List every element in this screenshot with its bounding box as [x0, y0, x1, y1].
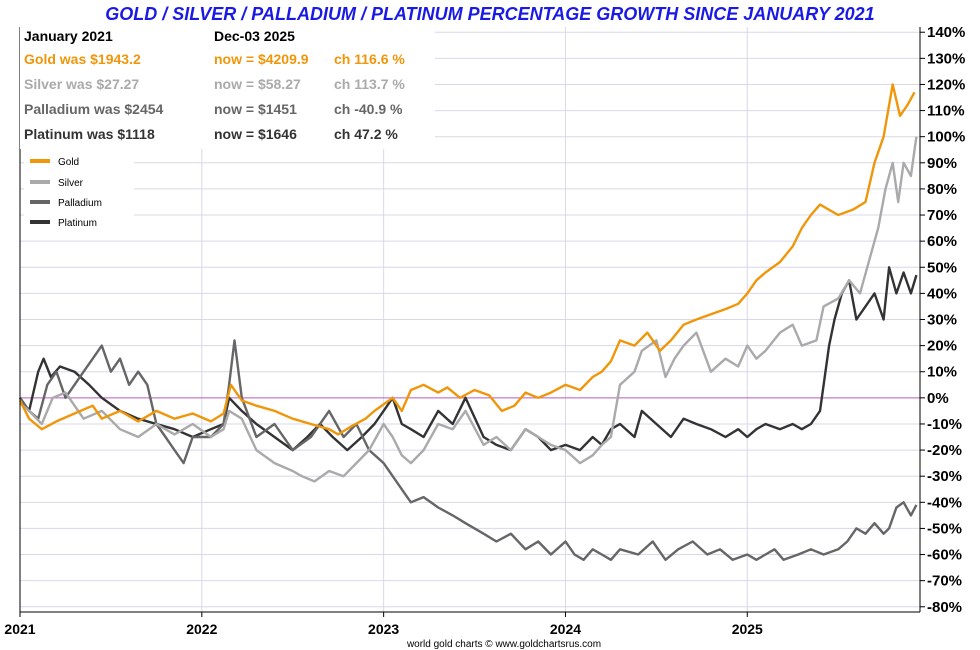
legend-bg [24, 152, 134, 232]
chart-title: GOLD / SILVER / PALLADIUM / PLATINUM PER… [105, 4, 874, 24]
info-box-bg-right [205, 27, 435, 149]
y-tick-label: 90% [927, 155, 957, 172]
palladium-now-text: now = $1451 [214, 101, 297, 117]
y-tick-label: 30% [927, 312, 957, 329]
legend: Gold Silver Palladium Platinum [24, 152, 134, 232]
y-tick-label: 120% [927, 76, 965, 93]
y-tick-label: 20% [927, 338, 957, 355]
x-tick-label: 2024 [550, 621, 581, 637]
grid [19, 27, 920, 612]
legend-platinum-label: Platinum [58, 218, 97, 229]
gold-change-text: ch 116.6 % [334, 51, 405, 67]
y-tick-label: -30% [927, 468, 962, 485]
y-tick-label: 70% [927, 207, 957, 224]
y-tick-label: -60% [927, 547, 962, 564]
y-tick-label: 50% [927, 259, 957, 276]
y-tick-label: -20% [927, 442, 962, 459]
silver-series-line [19, 136, 918, 483]
y-tick-label: 80% [927, 181, 957, 198]
x-tick-label: 2023 [368, 621, 399, 637]
legend-palladium-label: Palladium [58, 198, 102, 209]
silver-change-text: ch 113.7 % [334, 76, 405, 92]
silver-was-text: Silver was $27.27 [24, 76, 139, 92]
y-tick-label: 10% [927, 364, 957, 381]
gold-series-line [18, 83, 916, 436]
info-start-date: January 2021 [24, 28, 113, 44]
gold-now-text: now = $4209.9 [214, 51, 309, 67]
palladium-was-text: Palladium was $2454 [24, 101, 164, 117]
x-tick-label: 2025 [732, 621, 763, 637]
y-tick-label: 40% [927, 285, 957, 302]
y-tick-label: 140% [927, 24, 965, 41]
y-tick-label: 0% [927, 390, 949, 407]
y-tick-label: -70% [927, 573, 962, 590]
y-tick-label: -80% [927, 599, 962, 616]
legend-silver-label: Silver [58, 178, 84, 189]
y-tick-label: -50% [927, 520, 962, 537]
info-box: January 2021 Dec-03 2025 Gold was $1943.… [20, 27, 435, 149]
y-tick-label: -10% [927, 416, 962, 433]
info-box-bg-left [20, 27, 205, 149]
y-tick-label: 110% [927, 103, 965, 120]
platinum-series-line [19, 266, 918, 452]
y-tick-label: 100% [927, 129, 965, 146]
x-axis-ticks: 2021 2022 2023 2024 2025 [4, 612, 763, 637]
gold-was-text: Gold was $1943.2 [24, 51, 141, 67]
y-tick-label: -40% [927, 494, 962, 511]
series-lines [18, 83, 918, 561]
chart-credit: world gold charts © www.goldchartsrus.co… [406, 639, 601, 650]
palladium-series-line [19, 339, 918, 561]
y-axis-ticks: 140% 130% 120% 110% 100% 90% 80% 70% 60% 50% 40% 30… [920, 24, 965, 616]
x-tick-label: 2022 [186, 621, 217, 637]
palladium-change-text: ch -40.9 % [334, 101, 403, 117]
y-tick-label: 130% [927, 50, 965, 67]
silver-now-text: now = $58.27 [214, 76, 301, 92]
platinum-now-text: now = $1646 [214, 126, 297, 142]
info-end-date: Dec-03 2025 [214, 28, 295, 44]
x-tick-label: 2021 [4, 621, 35, 637]
platinum-was-text: Platinum was $1118 [24, 126, 155, 142]
platinum-change-text: ch 47.2 % [334, 126, 398, 142]
y-tick-label: 60% [927, 233, 957, 250]
legend-gold-label: Gold [58, 157, 79, 168]
